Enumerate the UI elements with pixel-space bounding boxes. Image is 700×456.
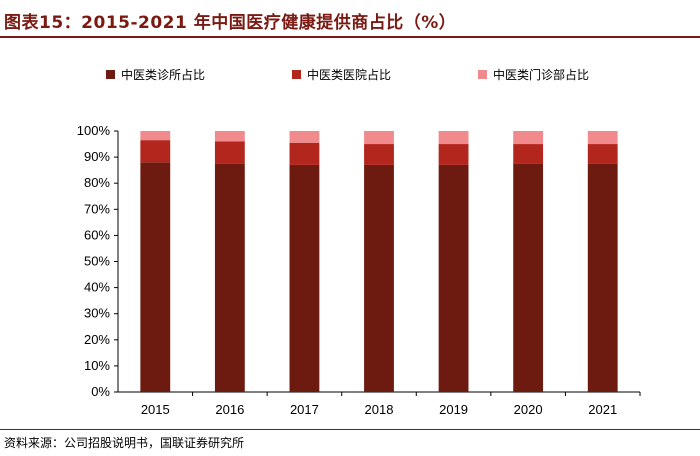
x-tick-label: 2018 — [365, 402, 394, 417]
y-tick-label: 0% — [91, 384, 110, 399]
bar-segment-3 — [140, 131, 171, 141]
bar-segment-1 — [214, 163, 245, 392]
legend-label-clinic: 中医类诊所占比 — [121, 68, 206, 82]
bar-segment-2 — [364, 144, 394, 165]
y-tick-label: 60% — [84, 227, 110, 242]
bar-segment-3 — [289, 131, 320, 143]
bar-segment-1 — [513, 163, 544, 392]
legend-swatch-outpatient — [478, 70, 487, 79]
x-tick-label: 2016 — [215, 402, 244, 417]
title-divider — [0, 36, 700, 38]
bar-segment-3 — [587, 131, 618, 145]
y-tick-label: 80% — [84, 175, 110, 190]
x-tick-label: 2017 — [290, 402, 319, 417]
x-tick-label: 2021 — [588, 402, 617, 417]
bar-segment-1 — [438, 164, 469, 392]
bar-segment-3 — [513, 131, 544, 145]
legend-item-outpatient: 中医类门诊部占比 — [478, 66, 589, 83]
bar-segment-2 — [438, 144, 469, 165]
x-tick-label: 2020 — [514, 402, 543, 417]
y-tick-label: 100% — [77, 123, 111, 138]
y-tick-label: 40% — [84, 280, 110, 295]
x-tick-label: 2019 — [439, 402, 468, 417]
bar-segment-2 — [140, 140, 171, 163]
bar-segment-3 — [364, 131, 394, 145]
source-divider — [0, 429, 700, 430]
y-tick-label: 70% — [84, 201, 110, 216]
y-tick-label: 30% — [84, 306, 110, 321]
bar-segment-2 — [587, 144, 618, 164]
bar-segment-2 — [513, 144, 544, 164]
bar-segment-3 — [438, 131, 469, 145]
bar-segment-1 — [587, 163, 618, 392]
bar-segment-1 — [140, 162, 171, 392]
y-tick-label: 10% — [84, 358, 110, 373]
chart-title: 图表15：2015-2021 年中国医疗健康提供商占比（%） — [4, 13, 457, 33]
legend-item-hospital: 中医类医院占比 — [292, 66, 391, 83]
bar-segment-1 — [289, 164, 320, 392]
bar-segment-2 — [214, 141, 245, 164]
legend-swatch-hospital — [292, 70, 301, 79]
source-note: 资料来源：公司招股说明书，国联证券研究所 — [4, 436, 245, 450]
bar-segment-1 — [364, 164, 394, 392]
legend: 中医类诊所占比 中医类医院占比 中医类门诊部占比 — [0, 66, 700, 86]
legend-item-clinic: 中医类诊所占比 — [106, 66, 205, 83]
x-tick-label: 2015 — [141, 402, 170, 417]
bar-segment-3 — [214, 131, 245, 142]
legend-swatch-clinic — [106, 70, 115, 79]
y-tick-label: 20% — [84, 332, 110, 347]
y-tick-label: 50% — [84, 254, 110, 269]
y-tick-label: 90% — [84, 149, 110, 164]
bar-segment-2 — [289, 142, 320, 165]
legend-label-hospital: 中医类医院占比 — [307, 68, 392, 82]
legend-label-outpatient: 中医类门诊部占比 — [493, 68, 590, 82]
